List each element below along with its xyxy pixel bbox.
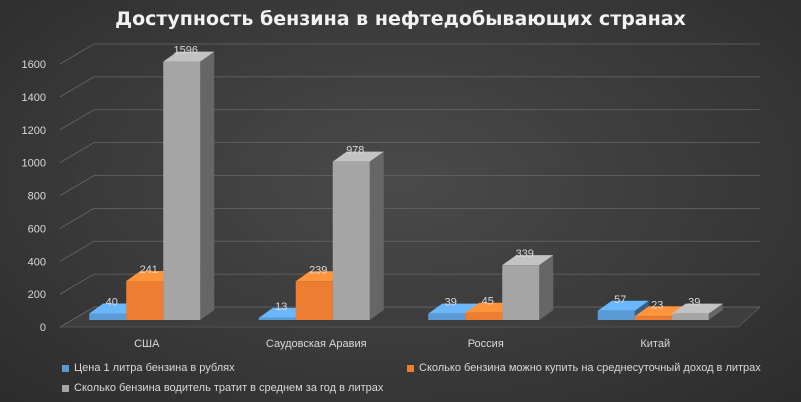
y-tick-label: 600 [28,223,46,235]
bar-series-0-2 [428,313,466,320]
legend-label-series-0: Цена 1 литра бензина в рублях [74,362,235,374]
bar-side-series-2-3 [708,303,723,320]
legend-item-series-1: Сколько бензина можно купить на среднесу… [407,362,761,374]
data-label-series-1-1: 239 [309,264,327,276]
bar-top-series-0-3 [597,300,649,311]
data-label-series-2-3: 39 [688,297,700,309]
bar-series-1-3 [634,316,672,320]
legend-label-series-1: Сколько бензина можно купить на среднесу… [419,362,761,374]
y-tick-label: 800 [28,191,46,203]
bar-top-series-2-2 [502,255,554,266]
data-label-series-0-0: 40 [106,297,118,309]
bar-top-series-2-1 [332,151,384,162]
bar-series-2-0 [163,61,201,320]
data-label-series-0-1: 13 [275,301,287,313]
data-label-series-2-0: 1596 [174,45,198,57]
chart-title: Доступность бензина в нефтедобывающих ст… [115,8,686,30]
bar-series-0-3 [597,310,635,320]
x-tick-label: Саудовская Аравия [266,338,367,350]
bar-series-1-2 [465,312,503,320]
y-tick-label: 1400 [22,92,46,104]
data-label-series-0-2: 39 [445,297,457,309]
gridline-1000 [59,142,760,163]
bar-side-series-2-2 [539,255,554,320]
bar-series-1-1 [295,281,333,320]
bar-top-series-2-3 [671,303,723,314]
bar-side-series-2-0 [200,51,215,320]
gridline-400 [59,240,760,262]
y-tick-label: 1000 [22,158,46,170]
bar-top-series-0-2 [428,303,480,314]
data-label-series-2-1: 978 [346,145,364,157]
y-tick-label: 400 [28,256,46,268]
x-tick-label: США [134,338,160,350]
legend-item-series-0: Цена 1 литра бензина в рублях [62,362,235,374]
bar-series-2-1 [332,161,370,320]
data-label-series-2-2: 339 [516,248,534,260]
legend-label-series-2: Сколько бензина водитель тратит в средне… [74,382,384,394]
legend-swatch-series-1 [407,364,414,372]
gridline-600 [59,207,760,229]
y-tick-label: 200 [28,289,46,301]
y-tick-label: 0 [40,322,46,334]
bar-series-0-1 [258,317,296,320]
bar-series-0-0 [89,313,127,320]
bar-series-1-0 [126,280,164,320]
gridline-800 [59,175,760,196]
legend-swatch-series-0 [62,364,69,372]
legend-swatch-series-2 [62,384,69,392]
legend-item-series-2: Сколько бензина водитель тратит в средне… [62,382,383,394]
x-tick-label: Россия [468,338,504,350]
gridline-1200 [59,109,760,131]
data-label-series-0-3: 57 [614,294,626,306]
bar-side-series-2-1 [369,151,384,320]
y-tick-label: 1200 [22,125,46,137]
gridline-1600 [59,43,760,65]
gridline-1400 [59,76,760,98]
data-label-series-1-2: 45 [482,296,494,308]
bar-top-series-2-0 [163,51,215,62]
bar-series-2-2 [502,265,540,320]
y-tick-label: 1600 [22,59,46,71]
data-label-series-1-3: 23 [651,299,663,311]
data-label-series-1-0: 241 [140,264,158,276]
x-tick-label: Китай [640,338,670,350]
bar-series-2-3 [671,313,709,320]
